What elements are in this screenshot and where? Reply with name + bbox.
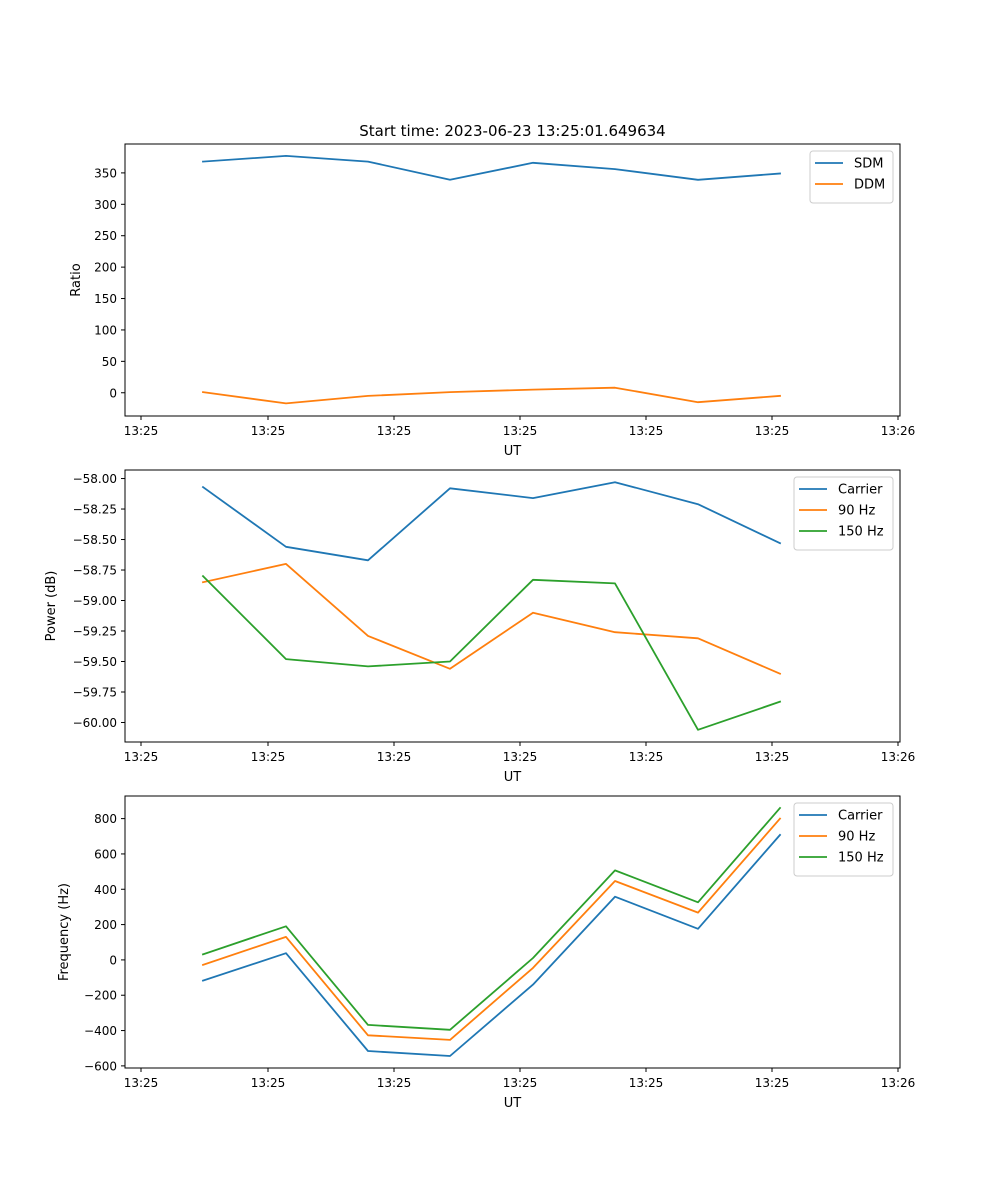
y-tick-label: −200 [84, 989, 117, 1003]
y-tick-label: −600 [84, 1059, 117, 1073]
y-tick-label: 600 [94, 847, 117, 861]
legend-label-150-hz: 150 Hz [838, 851, 884, 866]
y-tick-label: 200 [94, 261, 117, 275]
legend: Carrier 90 Hz 150 Hz [793, 802, 894, 877]
y-tick-label: 100 [94, 323, 117, 337]
legend-label-sdm: SDM [854, 157, 883, 172]
chart-title: Start time: 2023-06-23 13:25:01.649634 [359, 122, 665, 140]
x-tick-label: 13:26 [881, 1076, 916, 1090]
x-tick-label: 13:25 [503, 424, 538, 438]
y-tick-label: −59.75 [73, 685, 117, 699]
y-tick-label: 800 [94, 812, 117, 826]
y-tick-label: 0 [109, 386, 117, 400]
x-tick-label: 13:25 [629, 750, 664, 764]
x-tick-label: 13:25 [755, 1076, 790, 1090]
series-line-90-hz [201, 817, 782, 1041]
y-tick-label: −58.25 [73, 503, 117, 517]
ratio-chart-panel: 13:25 13:25 13:25 13:25 13:25 13:25 13:26 0 50 10… [69, 143, 916, 459]
legend-label-90-hz: 90 Hz [838, 830, 875, 845]
x-tick-label: 13:25 [251, 1076, 286, 1090]
y-tick-label: −59.50 [73, 655, 117, 669]
series-line-90-hz [201, 563, 782, 675]
x-tick-label: 13:25 [251, 424, 286, 438]
y-tick-label: 300 [94, 198, 117, 212]
y-axis-label: Frequency (Hz) [57, 883, 72, 981]
y-axis-label: Ratio [69, 263, 84, 296]
x-axis-label: UT [504, 444, 522, 459]
legend-label-90-hz: 90 Hz [838, 504, 875, 519]
legend: SDM DDM [809, 150, 894, 204]
x-tick-label: 13:25 [629, 424, 664, 438]
x-tick-label: 13:25 [124, 424, 159, 438]
frequency-chart-panel: 13:25 13:25 13:25 13:25 13:25 13:25 13:26 −600 −… [57, 795, 916, 1111]
x-tick-label: 13:25 [124, 750, 159, 764]
series-line-150-hz [201, 806, 782, 1031]
x-tick-label: 13:25 [377, 424, 412, 438]
x-axis-label: UT [504, 1096, 522, 1111]
axes-frame [124, 795, 901, 1069]
legend-label-ddm: DDM [854, 178, 885, 193]
y-tick-label: −58.50 [73, 533, 117, 547]
legend: Carrier 90 Hz 150 Hz [793, 476, 894, 551]
y-tick-label: 250 [94, 229, 117, 243]
y-tick-label: 50 [102, 355, 117, 369]
x-tick-label: 13:25 [755, 424, 790, 438]
y-tick-label: 400 [94, 883, 117, 897]
y-tick-label: −59.00 [73, 594, 117, 608]
x-tick-label: 13:26 [881, 750, 916, 764]
x-tick-label: 13:25 [124, 1076, 159, 1090]
y-tick-label: 0 [109, 953, 117, 967]
series-line-carrier [201, 833, 782, 1057]
legend-box [809, 150, 894, 204]
series-line-carrier [201, 481, 782, 562]
axes-frame [124, 469, 901, 743]
x-tick-label: 13:25 [251, 750, 286, 764]
x-tick-label: 13:25 [503, 750, 538, 764]
series-line-ddm [201, 386, 781, 405]
power-chart-panel: 13:25 13:25 13:25 13:25 13:25 13:25 13:26 −60.0… [44, 469, 916, 785]
x-tick-label: 13:25 [377, 1076, 412, 1090]
x-tick-label: 13:25 [629, 1076, 664, 1090]
legend-label-150-hz: 150 Hz [838, 525, 884, 540]
axes-frame [124, 143, 901, 417]
legend-label-carrier: Carrier [838, 483, 883, 498]
y-tick-label: −59.25 [73, 625, 117, 639]
series-line-sdm [202, 154, 781, 181]
y-tick-label: −60.00 [73, 716, 117, 730]
x-axis-label: UT [504, 770, 522, 785]
y-axis-label: Power (dB) [44, 571, 59, 642]
legend-label-carrier: Carrier [838, 809, 883, 824]
x-tick-label: 13:26 [881, 424, 916, 438]
y-tick-label: −58.00 [73, 472, 117, 486]
x-tick-label: 13:25 [377, 750, 412, 764]
x-tick-label: 13:25 [755, 750, 790, 764]
y-tick-label: 150 [94, 292, 117, 306]
series-line-150-hz [201, 574, 782, 731]
y-tick-label: 200 [94, 918, 117, 932]
y-tick-label: −400 [84, 1024, 117, 1038]
x-tick-label: 13:25 [503, 1076, 538, 1090]
y-tick-label: −58.75 [73, 564, 117, 578]
y-tick-label: 350 [94, 166, 117, 180]
